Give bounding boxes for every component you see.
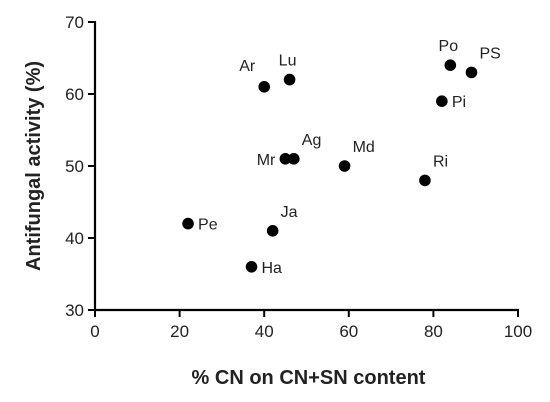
data-point-mr: [279, 153, 292, 165]
point-label-ha: Ha: [262, 260, 283, 277]
y-axis-title: Antifungal activity (%): [23, 61, 45, 271]
x-axis-title: % CN on CN+SN content: [192, 367, 426, 389]
x-tick-label: 100: [504, 322, 532, 341]
data-point-ps: [465, 66, 478, 79]
point-label-ri: Ri: [433, 153, 448, 170]
point-label-md: Md: [353, 139, 375, 156]
data-point-lu: [283, 73, 296, 86]
point-label-po: Po: [439, 38, 459, 55]
point-label-pi: Pi: [452, 94, 466, 111]
point-label-ps: PS: [479, 45, 500, 62]
data-point-pi: [436, 95, 448, 107]
y-tick-label: 50: [65, 157, 84, 176]
y-tick-label: 40: [65, 229, 84, 248]
point-label-lu: Lu: [279, 53, 297, 70]
data-point-pe: [182, 217, 194, 230]
point-label-pe: Pe: [198, 217, 218, 234]
data-point-po: [444, 59, 457, 71]
x-tick-label: 60: [339, 322, 358, 341]
y-tick-label: 70: [65, 13, 84, 32]
point-label-mr: Mr: [257, 152, 276, 169]
x-tick-label: 80: [424, 322, 443, 341]
point-label-ja: Ja: [281, 204, 298, 221]
data-point-ri: [419, 174, 431, 187]
data-point-ha: [245, 261, 258, 273]
data-point-ar: [258, 81, 271, 93]
data-point-ag: [288, 153, 300, 165]
point-label-ag: Ag: [302, 132, 322, 149]
data-points: Ar Lu Po PS Pi Mr Ag Md Ri Pe Ja Ha: [182, 38, 501, 277]
y-tick-label: 30: [65, 301, 84, 320]
y-tick-label: 60: [65, 85, 84, 104]
ticks: 0 20 40 60 80 100 30 40 50 60 70: [65, 13, 532, 341]
data-point-md: [338, 160, 351, 172]
data-point-ja: [266, 225, 279, 237]
x-tick-label: 20: [170, 322, 189, 341]
x-tick-label: 40: [255, 322, 274, 341]
x-tick-label: 0: [90, 322, 99, 341]
point-label-ar: Ar: [239, 58, 256, 75]
